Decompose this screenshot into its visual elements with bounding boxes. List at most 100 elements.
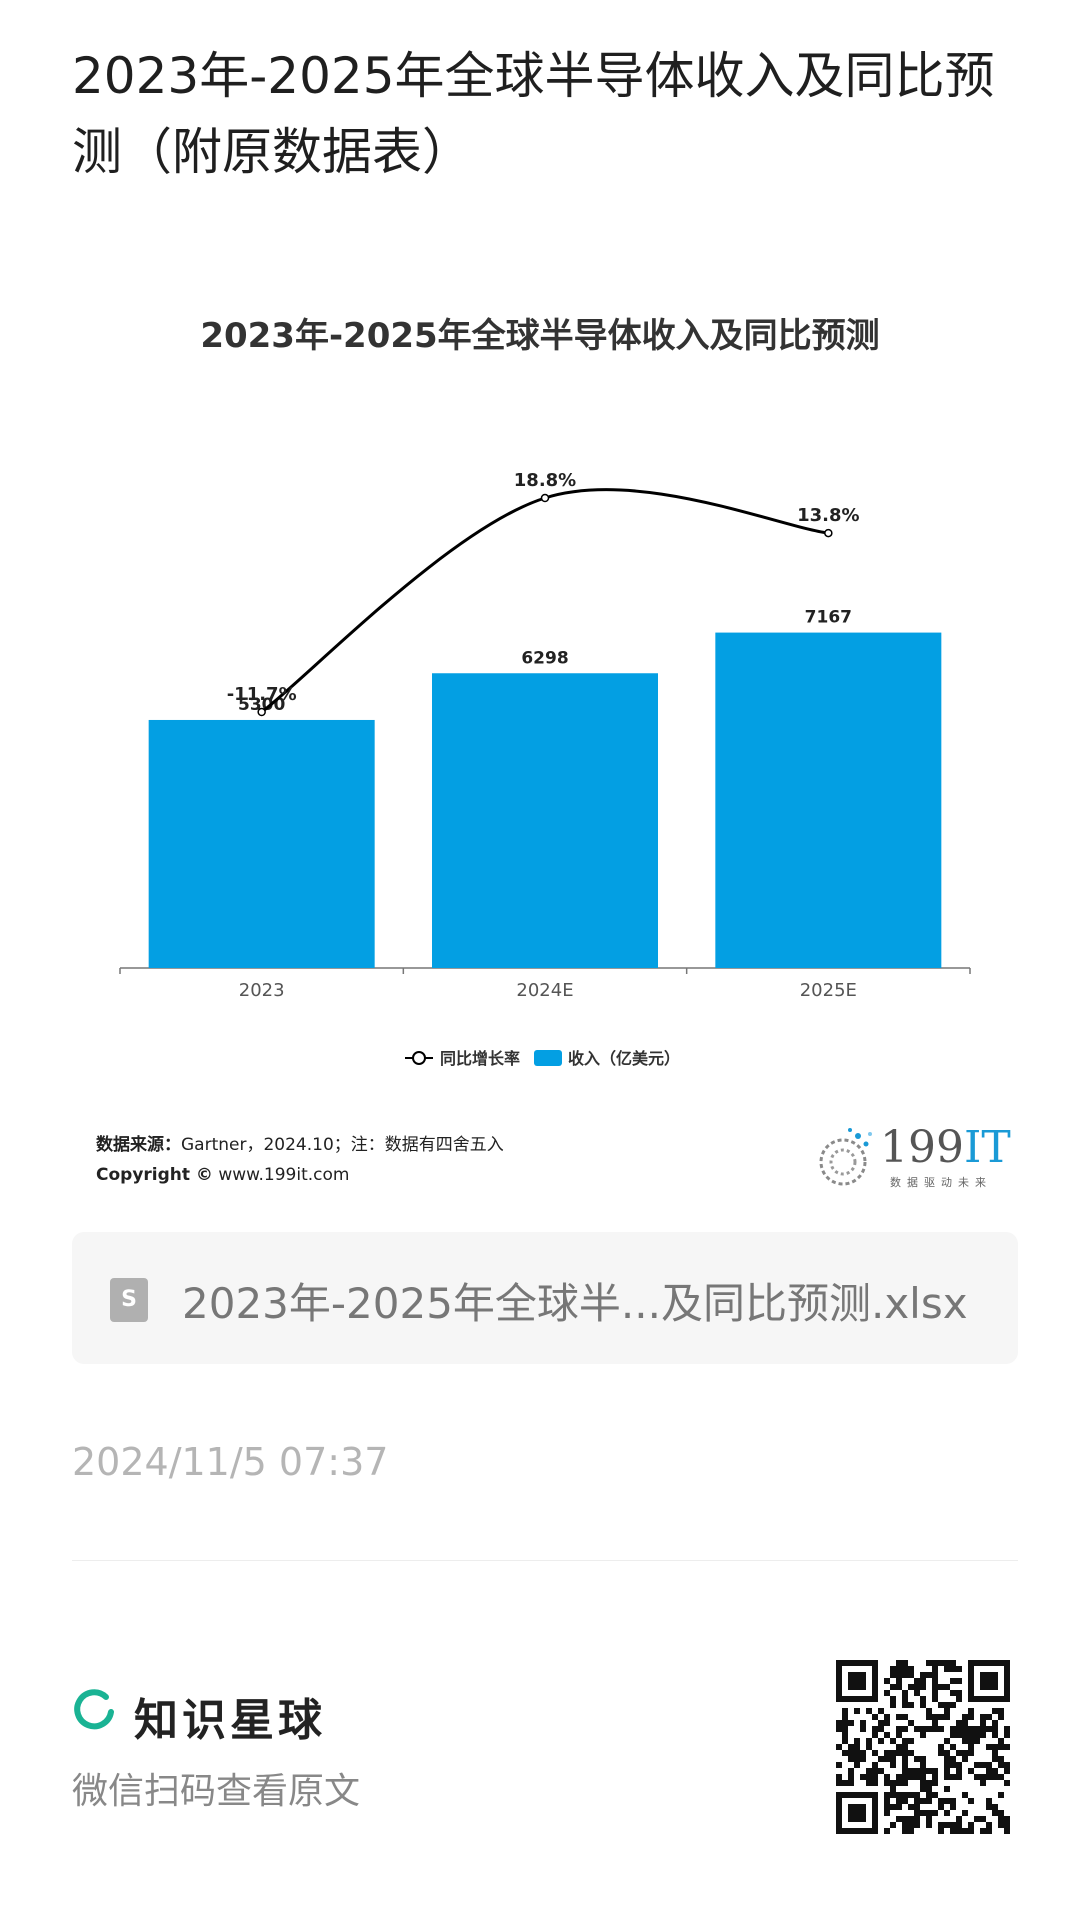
qr-module [992, 1732, 998, 1738]
qr-module [896, 1792, 902, 1798]
qr-module [992, 1750, 998, 1756]
qr-module [836, 1720, 842, 1726]
qr-module [884, 1828, 890, 1834]
qr-module [836, 1762, 842, 1768]
qr-module [908, 1750, 914, 1756]
qr-module [926, 1780, 932, 1786]
bar-2025E [715, 632, 942, 968]
qr-module [1004, 1780, 1010, 1786]
qr-module [932, 1726, 938, 1732]
qr-module [944, 1714, 950, 1720]
qr-module [956, 1774, 962, 1780]
growth-rate-label: -11.7% [227, 684, 297, 705]
qr-module [908, 1702, 914, 1708]
qr-module [896, 1666, 902, 1672]
qr-module [848, 1720, 854, 1726]
qr-module [956, 1828, 962, 1834]
qr-module [950, 1726, 956, 1732]
qr-module [890, 1738, 896, 1744]
qr-module [1004, 1726, 1010, 1732]
qr-module [896, 1678, 902, 1684]
qr-module [842, 1708, 848, 1714]
qr-module [980, 1720, 986, 1726]
logo-number: 199IT [880, 1122, 1011, 1173]
qr-module [950, 1744, 956, 1750]
qr-module [896, 1750, 902, 1756]
qr-module [914, 1822, 920, 1828]
qr-module [884, 1804, 890, 1810]
qr-module [938, 1702, 944, 1708]
qr-module [926, 1792, 932, 1798]
qr-module [848, 1756, 854, 1762]
qr-module [938, 1804, 944, 1810]
qr-module [938, 1822, 944, 1828]
file-attachment[interactable]: S 2023年-2025年全球半...及同比预测.xlsx [72, 1232, 1018, 1364]
qr-module [860, 1774, 866, 1780]
qr-finder [836, 1792, 878, 1798]
qr-module [872, 1774, 878, 1780]
qr-module [998, 1810, 1004, 1816]
qr-module [986, 1774, 992, 1780]
qr-module [944, 1738, 950, 1744]
qr-module [914, 1678, 920, 1684]
scan-hint: 微信扫码查看原文 [72, 1771, 361, 1812]
source-text: Gartner，2024.10；注：数据有四舍五入 [181, 1135, 504, 1155]
copyright-line: Copyright © www.199it.com [96, 1160, 504, 1190]
qr-module [908, 1792, 914, 1798]
logo-number-text: 199 [880, 1122, 964, 1173]
qr-module [890, 1750, 896, 1756]
qr-module [896, 1714, 902, 1720]
qr-module [914, 1684, 920, 1690]
qr-module [980, 1774, 986, 1780]
qr-module [926, 1726, 932, 1732]
growth-rate-point [257, 707, 266, 717]
qr-module [914, 1792, 920, 1798]
qr-module [866, 1780, 872, 1786]
qr-module [890, 1804, 896, 1810]
qr-module [950, 1702, 956, 1708]
qr-module [902, 1702, 908, 1708]
qr-module [1004, 1768, 1010, 1774]
qr-module [908, 1684, 914, 1690]
qr-module [944, 1708, 950, 1714]
qr-module [992, 1774, 998, 1780]
qr-module [944, 1750, 950, 1756]
qr-module [962, 1732, 968, 1738]
qr-module [896, 1660, 902, 1666]
qr-module [950, 1732, 956, 1738]
qr-module [890, 1702, 896, 1708]
qr-module [968, 1732, 974, 1738]
qr-module [914, 1804, 920, 1810]
qr-module [920, 1810, 926, 1816]
qr-module [842, 1732, 848, 1738]
qr-module [962, 1714, 968, 1720]
qr-module [932, 1666, 938, 1672]
qr-code[interactable] [836, 1660, 1010, 1834]
qr-finder [872, 1660, 878, 1702]
qr-module [962, 1810, 968, 1816]
qr-module [854, 1756, 860, 1762]
qr-module [944, 1822, 950, 1828]
qr-module [1004, 1822, 1010, 1828]
qr-module [944, 1774, 950, 1780]
qr-module [1004, 1762, 1010, 1768]
qr-module [884, 1678, 890, 1684]
qr-module [854, 1738, 860, 1744]
qr-module [902, 1828, 908, 1834]
qr-module [986, 1798, 992, 1804]
qr-module [878, 1738, 884, 1744]
qr-module [848, 1780, 854, 1786]
qr-module [968, 1822, 974, 1828]
qr-module [920, 1684, 926, 1690]
qr-module [878, 1720, 884, 1726]
qr-module [968, 1768, 974, 1774]
qr-finder [980, 1672, 998, 1690]
qr-module [866, 1708, 872, 1714]
qr-module [956, 1816, 962, 1822]
qr-module [866, 1744, 872, 1750]
qr-module [920, 1774, 926, 1780]
qr-module [902, 1744, 908, 1750]
qr-module [956, 1720, 962, 1726]
qr-module [902, 1768, 908, 1774]
qr-module [860, 1756, 866, 1762]
